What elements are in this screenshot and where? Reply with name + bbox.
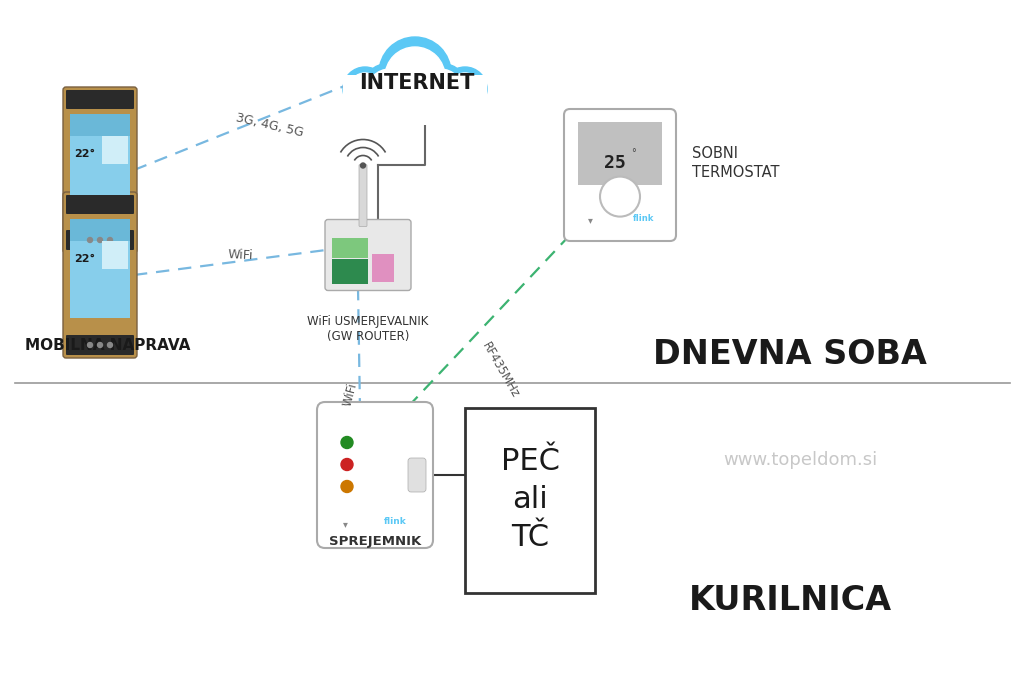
Text: www.topeldom.si: www.topeldom.si bbox=[723, 451, 878, 469]
Circle shape bbox=[360, 63, 420, 123]
Text: DNEVNA SOBA: DNEVNA SOBA bbox=[653, 339, 927, 371]
Text: ▾: ▾ bbox=[588, 215, 593, 226]
FancyBboxPatch shape bbox=[578, 122, 662, 185]
FancyBboxPatch shape bbox=[332, 259, 368, 283]
Text: flink: flink bbox=[633, 213, 654, 223]
FancyBboxPatch shape bbox=[408, 458, 426, 492]
Circle shape bbox=[416, 69, 464, 117]
Circle shape bbox=[366, 69, 414, 117]
FancyBboxPatch shape bbox=[102, 136, 128, 163]
Text: WiFi: WiFi bbox=[341, 382, 359, 408]
Circle shape bbox=[343, 67, 387, 111]
Circle shape bbox=[385, 47, 445, 107]
Text: 25: 25 bbox=[604, 154, 626, 172]
FancyBboxPatch shape bbox=[63, 87, 137, 253]
Circle shape bbox=[97, 237, 102, 243]
Text: WiFi: WiFi bbox=[227, 248, 253, 262]
FancyBboxPatch shape bbox=[63, 192, 137, 358]
Circle shape bbox=[97, 343, 102, 347]
FancyBboxPatch shape bbox=[70, 114, 130, 213]
Text: SOBNI
TERMOSTAT: SOBNI TERMOSTAT bbox=[692, 146, 779, 181]
Text: PEČ: PEČ bbox=[501, 447, 559, 477]
Circle shape bbox=[87, 237, 92, 243]
Text: WiFi USMERJEVALNIK
(GW ROUTER): WiFi USMERJEVALNIK (GW ROUTER) bbox=[307, 315, 429, 343]
FancyBboxPatch shape bbox=[343, 75, 487, 125]
FancyBboxPatch shape bbox=[66, 230, 134, 250]
Text: SPREJEMNIK: SPREJEMNIK bbox=[329, 535, 421, 548]
Text: 3G, 4G, 5G: 3G, 4G, 5G bbox=[234, 111, 305, 139]
FancyBboxPatch shape bbox=[102, 241, 128, 269]
FancyBboxPatch shape bbox=[359, 164, 367, 226]
Text: 22°: 22° bbox=[74, 149, 95, 159]
FancyBboxPatch shape bbox=[317, 402, 433, 548]
FancyBboxPatch shape bbox=[332, 238, 368, 257]
Text: TČ: TČ bbox=[511, 523, 549, 553]
FancyBboxPatch shape bbox=[66, 195, 134, 214]
FancyBboxPatch shape bbox=[465, 408, 595, 592]
Circle shape bbox=[341, 480, 353, 492]
FancyBboxPatch shape bbox=[70, 219, 130, 241]
Circle shape bbox=[349, 73, 381, 105]
Circle shape bbox=[341, 458, 353, 471]
Circle shape bbox=[341, 436, 353, 449]
Circle shape bbox=[108, 343, 113, 347]
Circle shape bbox=[600, 176, 640, 217]
Circle shape bbox=[379, 37, 451, 109]
FancyBboxPatch shape bbox=[70, 114, 130, 136]
Text: flink: flink bbox=[384, 517, 407, 526]
FancyBboxPatch shape bbox=[325, 220, 411, 291]
Text: MOBILNA NAPRAVA: MOBILNA NAPRAVA bbox=[26, 337, 190, 352]
Text: °: ° bbox=[632, 148, 636, 159]
FancyBboxPatch shape bbox=[70, 219, 130, 318]
Circle shape bbox=[360, 163, 366, 168]
FancyBboxPatch shape bbox=[66, 335, 134, 355]
Circle shape bbox=[87, 343, 92, 347]
Circle shape bbox=[108, 237, 113, 243]
Text: KURILNICA: KURILNICA bbox=[688, 583, 892, 616]
FancyBboxPatch shape bbox=[372, 254, 394, 282]
Text: 22°: 22° bbox=[74, 254, 95, 264]
Circle shape bbox=[410, 63, 470, 123]
Text: RF435MHz: RF435MHz bbox=[479, 340, 521, 400]
FancyBboxPatch shape bbox=[66, 90, 134, 109]
Circle shape bbox=[449, 73, 481, 105]
Text: ▾: ▾ bbox=[343, 519, 347, 529]
Text: ali: ali bbox=[512, 486, 548, 514]
Text: INTERNET: INTERNET bbox=[359, 73, 475, 93]
FancyBboxPatch shape bbox=[564, 109, 676, 241]
Circle shape bbox=[443, 67, 487, 111]
